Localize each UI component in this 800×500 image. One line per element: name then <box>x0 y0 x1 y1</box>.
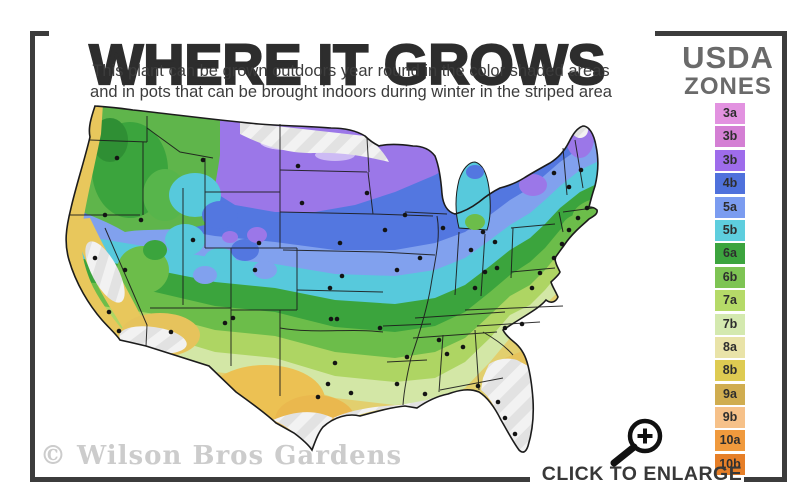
city-dots <box>92 155 590 437</box>
us-outline <box>65 105 599 453</box>
zone-swatch-3b: 3b <box>715 126 745 148</box>
zone-swatch-9b: 9b <box>715 407 745 429</box>
map-container[interactable] <box>35 100 665 472</box>
zone-swatch-5b: 5b <box>715 219 745 241</box>
subtitle-line-1: This plant can be grown outdoors year ro… <box>92 62 610 80</box>
zone-swatch-8b: 8b <box>715 360 745 382</box>
usda-zone-legend: 3a 3b 3b 4b 5a 5b 6a 6b 7a 7b 8a 8b 9a 9b 10a 10b <box>715 103 745 477</box>
subtitle-line-2: and in pots that can be brought indoors … <box>90 83 612 101</box>
usda-heading-line-1: USDA <box>682 40 774 75</box>
zone-shading <box>66 106 598 453</box>
zone-swatch-5a: 5a <box>715 196 745 218</box>
frame-top-left <box>30 31 49 36</box>
zone-swatch-3a: 3a <box>715 103 745 124</box>
frame-bottom-right <box>744 477 787 482</box>
click-to-enlarge-label[interactable]: CLICK TO ENLARGE <box>541 463 743 485</box>
magnifier-plus-icon[interactable] <box>603 405 665 467</box>
zone-swatch-10a: 10a <box>715 430 745 452</box>
zone-swatch-10b: 10b <box>715 453 745 475</box>
zone-swatch-6b: 6b <box>715 266 745 288</box>
frame-top-right <box>655 31 787 36</box>
zone-swatch-7a: 7a <box>715 290 745 312</box>
zone-swatch-6a: 6a <box>715 243 745 265</box>
frame-bottom-left <box>30 477 530 482</box>
zone-swatch-3b: 3b <box>715 149 745 171</box>
zone-swatch-8a: 8a <box>715 336 745 358</box>
zone-swatch-7b: 7b <box>715 313 745 335</box>
zone-swatch-4b: 4b <box>715 173 745 195</box>
subtitle: This plant can be grown outdoors year ro… <box>66 61 636 103</box>
state-borders <box>69 116 594 406</box>
usda-zones-heading: USDA ZONES <box>668 40 788 100</box>
usda-zone-map[interactable] <box>35 100 665 472</box>
michigan-mitten <box>455 161 491 231</box>
watermark: © Wilson Bros Gardens <box>40 441 403 471</box>
zone-swatch-9a: 9a <box>715 383 745 405</box>
frame-right <box>782 31 787 482</box>
usda-heading-line-2: ZONES <box>684 73 772 100</box>
page-title: WHERE IT GROWS <box>88 32 606 98</box>
frame-left <box>30 31 35 482</box>
